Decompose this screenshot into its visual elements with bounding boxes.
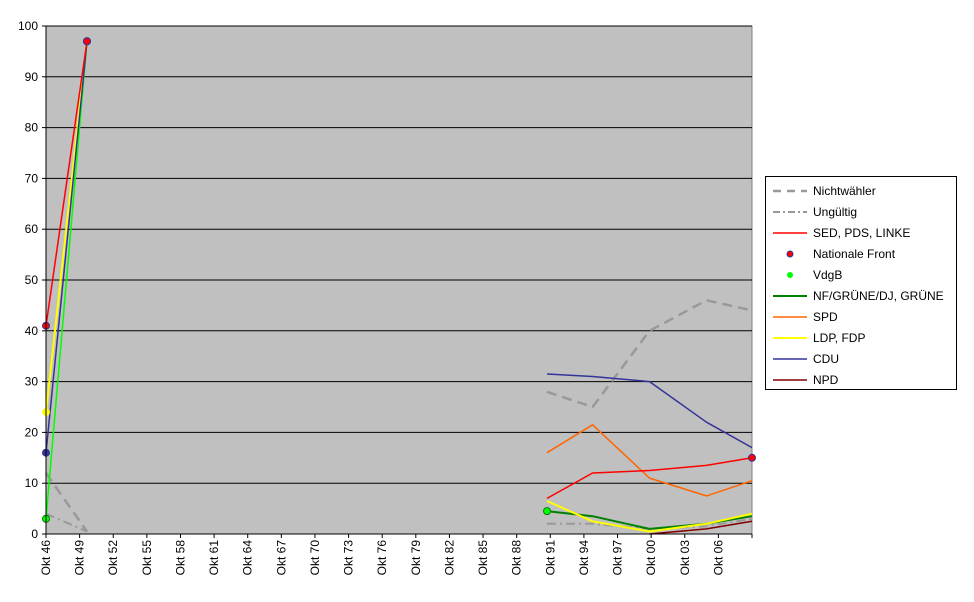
series-line: [45, 41, 88, 519]
legend: Nichtwähler Ungültig SED, PDS, LINKE Nation…: [765, 176, 957, 390]
legend-swatch: [773, 379, 807, 381]
x-tick-label: Okt 85: [476, 540, 490, 576]
y-tick-label: 30: [25, 375, 39, 389]
legend-label: CDU: [813, 352, 839, 366]
legend-swatch: [773, 295, 807, 297]
series-line: [546, 500, 753, 533]
legend-label: NPD: [813, 373, 839, 387]
legend-item: SED, PDS, LINKE: [766, 223, 956, 243]
legend-swatch: [773, 232, 807, 234]
y-tick-label: 0: [31, 527, 38, 541]
x-tick-label: Okt 03: [678, 540, 692, 576]
legend-label: Nationale Front: [813, 247, 896, 261]
legend-item: LDP, FDP: [766, 328, 956, 348]
x-tick-label: Okt 06: [711, 540, 725, 576]
x-tick-label: Okt 70: [308, 540, 322, 576]
legend-label: NF/GRÜNE/DJ, GRÜNE: [813, 289, 944, 303]
legend-label: LDP, FDP: [813, 331, 866, 345]
legend-swatch: [773, 358, 807, 360]
series-line: [45, 512, 88, 533]
legend-swatch: [773, 189, 807, 193]
legend-item: NF/GRÜNE/DJ, GRÜNE: [766, 286, 956, 306]
legend-swatch-marker: [787, 272, 793, 278]
x-tick-label: Okt 73: [342, 540, 356, 576]
legend-item: VdgB: [766, 265, 956, 285]
series-line: [44, 472, 89, 533]
legend-item: Ungültig: [766, 202, 956, 222]
legend-item: Nichtwähler: [766, 181, 956, 201]
x-tick-label: Okt 55: [140, 540, 154, 576]
x-axis-ticks: Okt 46 Okt 49 Okt 52 Okt 55 Okt 58 Okt 61 Okt …: [39, 534, 753, 576]
series-line: [546, 299, 753, 409]
series-line: [546, 424, 753, 497]
x-tick-label: Okt 61: [207, 540, 221, 576]
x-tick-label: Okt 52: [106, 540, 120, 576]
legend-swatch: [787, 272, 793, 278]
x-tick-label: Okt 00: [644, 540, 658, 576]
x-tick-label: Okt 58: [173, 540, 187, 576]
x-tick-label: Okt 88: [510, 540, 524, 576]
y-tick-label: 80: [25, 121, 39, 135]
y-tick-label: 90: [25, 70, 39, 84]
x-tick-label: Okt 67: [274, 540, 288, 576]
x-tick-label: Okt 94: [577, 540, 591, 576]
legend-item: Nationale Front: [766, 244, 956, 264]
y-tick-label: 10: [25, 476, 39, 490]
data-point: [543, 507, 552, 516]
series-line: [546, 373, 753, 449]
series-line: [45, 41, 88, 326]
x-tick-label: Okt 49: [73, 540, 87, 576]
x-tick-label: Okt 64: [241, 540, 255, 576]
y-tick-label: 60: [25, 222, 39, 236]
x-tick-label: Okt 46: [39, 540, 53, 576]
series-line: [649, 520, 753, 535]
y-tick-label: 40: [25, 324, 39, 338]
legend-item: CDU: [766, 349, 956, 369]
y-tick-label: 100: [18, 19, 38, 33]
legend-item: SPD: [766, 307, 956, 327]
legend-label: SED, PDS, LINKE: [813, 226, 911, 240]
legend-swatch: [773, 316, 807, 318]
legend-swatch: [773, 337, 807, 339]
legend-label: SPD: [813, 310, 838, 324]
series-line: [546, 457, 753, 500]
series-line: [45, 41, 88, 453]
x-tick-label: Okt 82: [442, 540, 456, 576]
y-tick-label: 70: [25, 171, 39, 185]
x-tick-label: Okt 97: [611, 540, 625, 576]
y-tick-label: 20: [25, 425, 39, 439]
y-tick-label: 50: [25, 273, 39, 287]
legend-item: NPD: [766, 370, 956, 390]
gridlines: [46, 25, 752, 484]
x-tick-label: Okt 79: [409, 540, 423, 576]
data-point: [82, 37, 91, 46]
legend-swatch: [786, 250, 794, 258]
x-tick-label: Okt 91: [543, 540, 557, 576]
y-axis-ticks: 0 10 20 30 40 50 60 70 80 90 100: [18, 19, 46, 541]
data-point: [748, 453, 756, 462]
legend-label: VdgB: [813, 268, 843, 282]
legend-swatch-marker: [786, 250, 794, 258]
legend-label: Ungültig: [813, 205, 858, 219]
legend-label: Nichtwähler: [813, 184, 876, 198]
x-tick-label: Okt 76: [375, 540, 389, 576]
legend-swatch: [773, 211, 807, 213]
